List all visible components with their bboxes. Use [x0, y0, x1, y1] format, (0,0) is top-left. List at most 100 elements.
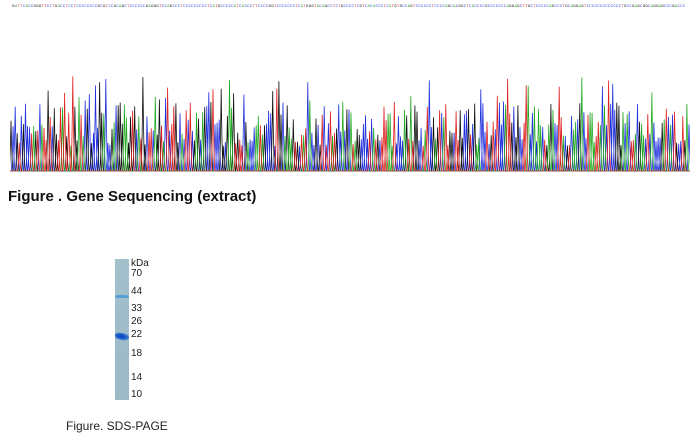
sequence-base: C: [436, 5, 440, 9]
sequence-base: G: [511, 5, 515, 9]
sequence-base: G: [485, 5, 488, 9]
sequence-base: C: [375, 5, 378, 9]
sequence-base: C: [257, 5, 261, 9]
sequence-base: C: [597, 5, 600, 9]
sequence-base: C: [640, 5, 643, 9]
sequence-base: A: [578, 5, 581, 9]
gel-lane: [115, 259, 129, 400]
sequence-base: C: [487, 5, 491, 9]
sequence-base: T: [41, 5, 44, 9]
sequence-base: C: [423, 5, 426, 9]
sequence-base: T: [236, 5, 239, 9]
sequence-base: G: [340, 5, 344, 9]
sequence-base: C: [519, 5, 523, 9]
sequence-base: G: [217, 5, 221, 9]
sequence-base: C: [287, 5, 290, 9]
sequence-base: G: [38, 5, 42, 9]
sequence-base: C: [479, 5, 483, 9]
sequence-base: A: [322, 5, 325, 9]
sequence-base: C: [140, 5, 143, 9]
sequence-base: C: [100, 5, 103, 9]
sequence-base: C: [223, 5, 226, 9]
sequence-base: C: [450, 5, 453, 9]
sequence-base: C: [477, 5, 480, 9]
sequence-base: C: [682, 5, 686, 9]
sequence-base: T: [52, 5, 55, 9]
sequence-base: C: [420, 5, 424, 9]
sequence-base: C: [30, 5, 34, 9]
sequence-base: G: [271, 5, 274, 9]
trace-A: [10, 77, 690, 172]
sequence-base: C: [503, 5, 507, 9]
sequence-base: G: [156, 5, 159, 9]
sequence-base: C: [402, 5, 405, 9]
sequence-base: A: [453, 5, 456, 9]
sequence-base: C: [68, 5, 71, 9]
sequence-base: C: [290, 5, 293, 9]
sequence-base: T: [332, 5, 336, 9]
sequence-base: A: [506, 5, 509, 9]
sequence-base: C: [185, 5, 189, 9]
sequence-base: C: [62, 5, 66, 9]
sequence-base: C: [428, 5, 432, 9]
sequence-base: C: [265, 5, 269, 9]
sequence-base: A: [407, 5, 410, 9]
sequence-base: T: [127, 5, 130, 9]
sequence-base: C: [116, 5, 119, 9]
sequence-base: T: [396, 5, 400, 9]
sequence-base: A: [148, 5, 151, 9]
sequence-base: C: [60, 5, 63, 9]
sequence-base: G: [268, 5, 272, 9]
sequence-base: G: [632, 5, 635, 9]
sequence-base: A: [549, 5, 552, 9]
sequence-base: C: [89, 5, 93, 9]
sequence-base: C: [426, 5, 429, 9]
sequence-base: C: [276, 5, 280, 9]
sequence-base: C: [599, 5, 603, 9]
gel-band-44kda: [115, 295, 129, 298]
sequence-base: C: [615, 5, 619, 9]
sequence-base: G: [624, 5, 627, 9]
sequence-base: T: [391, 5, 394, 9]
sequence-base: C: [346, 5, 349, 9]
sequence-base: A: [388, 5, 392, 9]
sequence-base: G: [653, 5, 656, 9]
sequence-base: T: [621, 5, 624, 9]
sequence-base: C: [530, 5, 533, 9]
sequence-base: C: [664, 5, 667, 9]
sequence-base: G: [581, 5, 584, 9]
sequence-base: C: [84, 5, 87, 9]
sequence-base: C: [482, 5, 485, 9]
sequence-base: C: [183, 5, 186, 9]
sequence-base: T: [562, 5, 565, 9]
sequence-base: A: [367, 5, 370, 9]
sequence-base: C: [434, 5, 437, 9]
sequence-base: C: [567, 5, 571, 9]
sequence-base: C: [28, 5, 31, 9]
sequence-base: C: [607, 5, 611, 9]
sequence-base: G: [324, 5, 328, 9]
sequence-base: A: [233, 5, 237, 9]
sequence-base: A: [650, 5, 654, 9]
gel-band-22kda: [115, 332, 129, 341]
sequence-base: C: [94, 5, 98, 9]
sequence-base: G: [97, 5, 101, 9]
sequence-base: C: [493, 5, 496, 9]
sequence-base: G: [645, 5, 648, 9]
marker-26: 26: [131, 316, 143, 327]
sequence-base: C: [143, 5, 146, 9]
sequence-base: C: [282, 5, 285, 9]
sequence-base: T: [295, 5, 298, 9]
trace-G: [10, 76, 690, 172]
sequence-base: C: [231, 5, 234, 9]
sequence-base: C: [108, 5, 111, 9]
sequence-base: C: [46, 5, 50, 9]
sequence-base: G: [565, 5, 568, 9]
sequence-base: C: [191, 5, 194, 9]
sequence-base: C: [557, 5, 560, 9]
marker-14: 14: [131, 372, 143, 383]
sequence-base: A: [634, 5, 638, 9]
sequence-base: G: [573, 5, 576, 9]
sequence-base: T: [354, 5, 357, 9]
sequence-base: C: [351, 5, 354, 9]
